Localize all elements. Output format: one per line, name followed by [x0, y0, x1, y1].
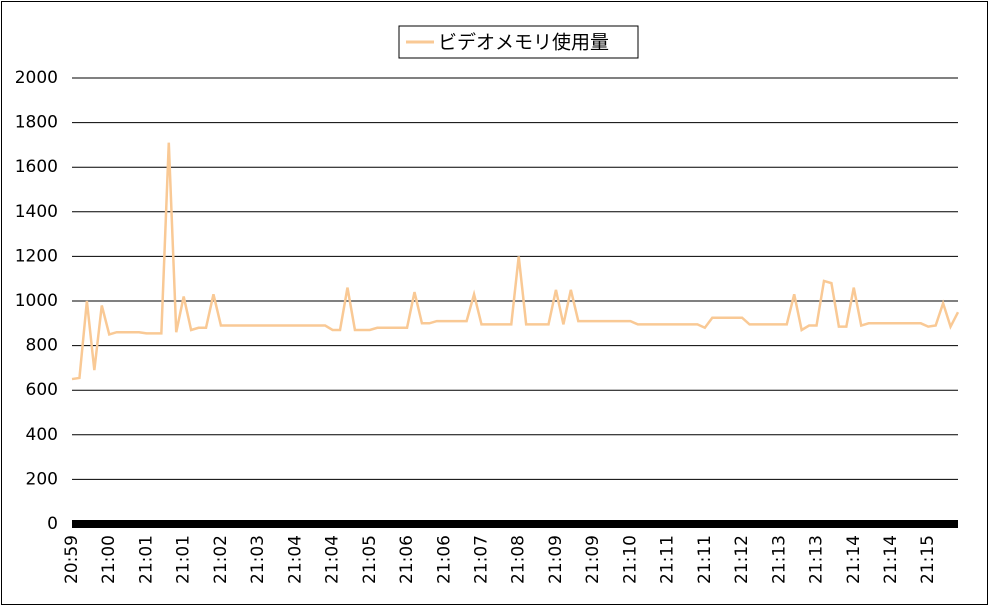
y-tick-label: 200: [26, 469, 58, 489]
y-tick-label: 400: [26, 425, 58, 445]
y-tick-label: 1600: [15, 157, 58, 177]
y-tick-label: 0: [47, 514, 58, 534]
y-tick-label: 2000: [15, 68, 58, 88]
x-tick-label: 21:01: [136, 535, 156, 584]
x-tick-label: 21:04: [323, 535, 343, 584]
x-tick-label: 21:15: [918, 535, 938, 584]
y-tick-label: 800: [26, 336, 58, 356]
x-axis: [72, 520, 958, 528]
x-tick-label: 21:06: [434, 535, 454, 584]
x-tick-label: 21:02: [211, 535, 231, 584]
x-tick-label: 21:14: [844, 535, 864, 584]
x-tick-label: 21:08: [509, 535, 529, 584]
y-tick-label: 1200: [15, 246, 58, 266]
x-tick-label: 20:59: [62, 535, 82, 584]
x-tick-label: 21:05: [360, 535, 380, 584]
y-tick-label: 600: [26, 380, 58, 400]
x-tick-label: 21:13: [769, 535, 789, 584]
y-tick-label: 1400: [15, 202, 58, 222]
x-tick-label: 21:11: [695, 535, 715, 584]
x-tick-label: 21:07: [471, 535, 491, 584]
x-tick-label: 21:14: [881, 535, 901, 584]
data-line: [71, 142, 960, 381]
x-tick-label: 21:01: [174, 535, 194, 584]
x-tick-label: 21:04: [285, 535, 305, 584]
x-tick-label: 21:11: [658, 535, 678, 584]
legend-label: ビデオメモリ使用量: [438, 32, 609, 54]
y-tick-label: 1800: [15, 113, 58, 133]
x-tick-label: 21:00: [99, 535, 119, 584]
x-tick-label: 21:10: [620, 535, 640, 584]
x-tick-label: 21:09: [583, 535, 603, 584]
legend-box: [398, 25, 639, 59]
x-tick-label: 21:13: [807, 535, 827, 584]
x-tick-label: 21:03: [248, 535, 268, 584]
y-tick-label: 1000: [15, 291, 58, 311]
x-tick-label: 21:09: [546, 535, 566, 584]
x-tick-label: 21:06: [397, 535, 417, 584]
x-tick-label: 21:12: [732, 535, 752, 584]
